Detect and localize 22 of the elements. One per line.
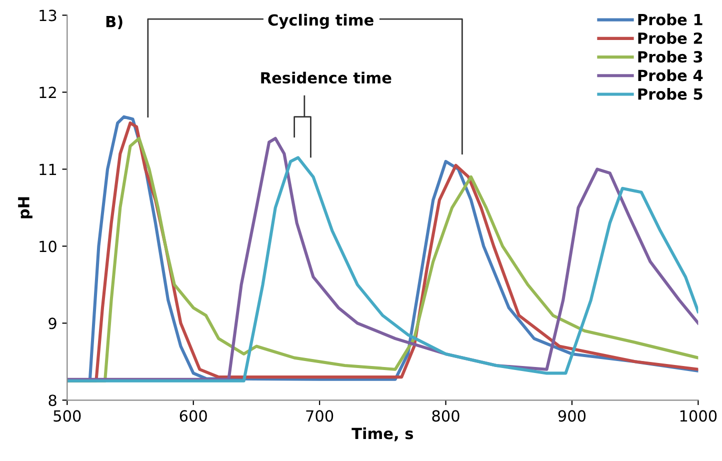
x-tick-label: 900: [558, 410, 586, 422]
y-axis-title: pH: [18, 197, 32, 218]
x-tick-label: 500: [54, 410, 81, 422]
annotation: B): [106, 16, 122, 30]
y-tick-label: 9: [48, 318, 56, 330]
x-tick-label: 700: [306, 410, 334, 422]
x-tick-label: 800: [432, 410, 460, 422]
annotation: Cycling time: [268, 14, 374, 29]
annotation: Residence time: [261, 72, 392, 84]
x-tick-label: 1000: [680, 410, 717, 422]
y-tick-label: 8: [48, 394, 56, 406]
legend-label: Probe 2: [638, 32, 702, 44]
y-tick-label: 11: [40, 164, 56, 175]
y-tick-label: 13: [40, 10, 56, 22]
y-tick-label: 12: [40, 86, 56, 98]
legend-label: Probe 4: [638, 69, 703, 82]
x-tick-label: 600: [180, 410, 207, 422]
legend-label: Probe 5: [638, 88, 702, 100]
legend-label: Probe 3: [638, 50, 702, 63]
x-axis-title: Time, s: [352, 427, 414, 442]
y-tick-label: 10: [40, 240, 56, 252]
legend-label: Probe 1: [638, 14, 702, 26]
